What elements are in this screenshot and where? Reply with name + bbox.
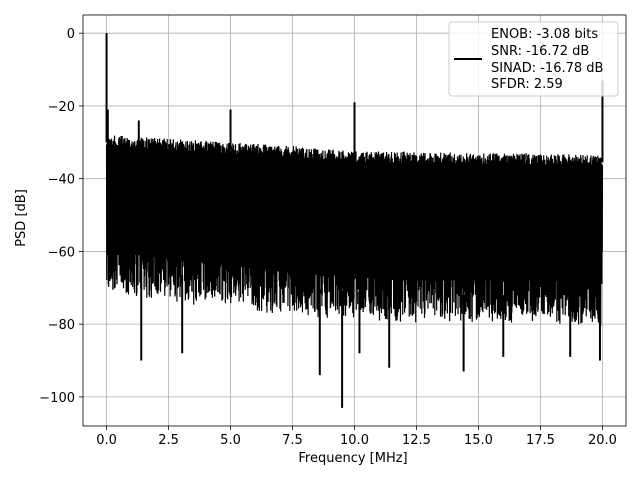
x-tick-label: 12.5	[402, 433, 431, 448]
y-tick-label: −60	[48, 245, 75, 260]
x-axis-label: Frequency [MHz]	[298, 451, 407, 466]
y-axis-label: PSD [dB]	[14, 189, 29, 247]
y-tick-label: −100	[39, 391, 75, 406]
y-tick-label: −20	[48, 100, 75, 115]
legend: ENOB: -3.08 bits SNR: -16.72 dB SINAD: -…	[448, 21, 619, 97]
x-tick-label: 0.0	[96, 433, 117, 448]
y-tick-label: 0	[67, 27, 75, 42]
y-tick-label: −40	[48, 173, 75, 188]
plot-frame	[82, 14, 627, 427]
x-tick-label: 15.0	[464, 433, 493, 448]
y-tick-label: −80	[48, 318, 75, 333]
x-tick-label: 5.0	[220, 433, 241, 448]
axes: 0.0 2.5 5.0 7.5 10.0 12.5 15.0 17.5 20.0 0 −20 −40 −…	[39, 14, 627, 448]
psd-dense-band	[106, 145, 603, 285]
legend-box	[448, 21, 619, 97]
legend-entry-sinad: SINAD: -16.78 dB	[491, 61, 603, 76]
x-tick-label: 20.0	[588, 433, 617, 448]
x-tick-label: 7.5	[282, 433, 303, 448]
x-tick-label: 2.5	[158, 433, 179, 448]
psd-trace	[105, 33, 604, 408]
x-tick-label: 10.0	[340, 433, 369, 448]
legend-entry-enob: ENOB: -3.08 bits	[491, 27, 598, 42]
legend-entry-snr: SNR: -16.72 dB	[491, 44, 589, 59]
legend-entry-sfdr: SFDR: 2.59	[491, 77, 563, 92]
x-tick-label: 17.5	[526, 433, 555, 448]
